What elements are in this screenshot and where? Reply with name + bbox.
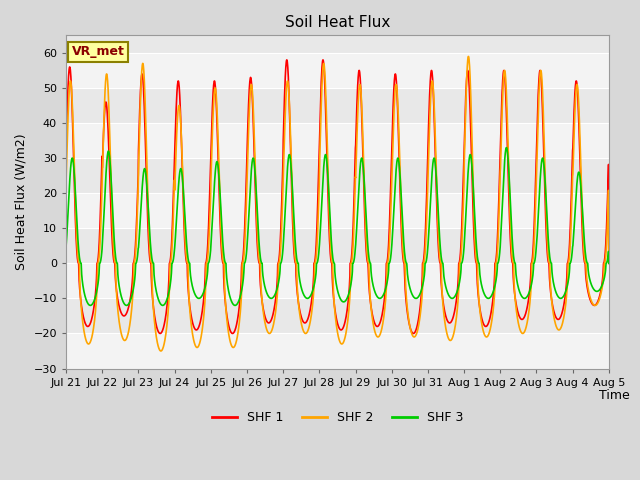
Line: SHF 2: SHF 2 — [66, 57, 609, 351]
SHF 2 — [495, 196, 503, 202]
SHF 3 — [557, 295, 565, 301]
Bar — [66, 334, 609, 369]
SHF 3 — [502, 144, 510, 150]
SHF 3 — [353, 216, 361, 222]
SHF 2 — [605, 261, 612, 266]
SHF 3 — [605, 261, 612, 266]
SHF 1 — [573, 78, 580, 84]
Line: SHF 3: SHF 3 — [66, 147, 609, 305]
SHF 3 — [62, 243, 70, 249]
SHF 3 — [214, 159, 221, 165]
SHF 2 — [157, 348, 164, 354]
Text: VR_met: VR_met — [72, 45, 124, 59]
Bar — [66, 53, 609, 88]
SHF 1 — [228, 331, 236, 336]
Y-axis label: Soil Heat Flux (W/m2): Soil Heat Flux (W/m2) — [15, 133, 28, 270]
SHF 2 — [573, 84, 580, 90]
SHF 1 — [353, 88, 361, 94]
SHF 2 — [557, 324, 565, 330]
SHF 2 — [214, 123, 221, 129]
SHF 2 — [365, 268, 373, 274]
SHF 3 — [573, 188, 580, 193]
SHF 2 — [465, 54, 472, 60]
X-axis label: Time: Time — [599, 388, 630, 402]
Bar — [66, 193, 609, 228]
Bar — [66, 264, 609, 299]
Line: SHF 1: SHF 1 — [66, 60, 609, 334]
SHF 1 — [495, 176, 503, 181]
SHF 3 — [231, 302, 239, 308]
SHF 1 — [557, 312, 565, 318]
SHF 1 — [62, 145, 70, 151]
SHF 1 — [365, 287, 373, 293]
SHF 3 — [365, 255, 373, 261]
Legend: SHF 1, SHF 2, SHF 3: SHF 1, SHF 2, SHF 3 — [207, 406, 468, 429]
SHF 3 — [495, 254, 503, 260]
SHF 1 — [283, 57, 291, 63]
SHF 1 — [214, 132, 221, 138]
Bar — [66, 123, 609, 158]
Title: Soil Heat Flux: Soil Heat Flux — [285, 15, 390, 30]
SHF 1 — [605, 261, 612, 266]
SHF 2 — [62, 178, 70, 183]
SHF 2 — [353, 126, 361, 132]
